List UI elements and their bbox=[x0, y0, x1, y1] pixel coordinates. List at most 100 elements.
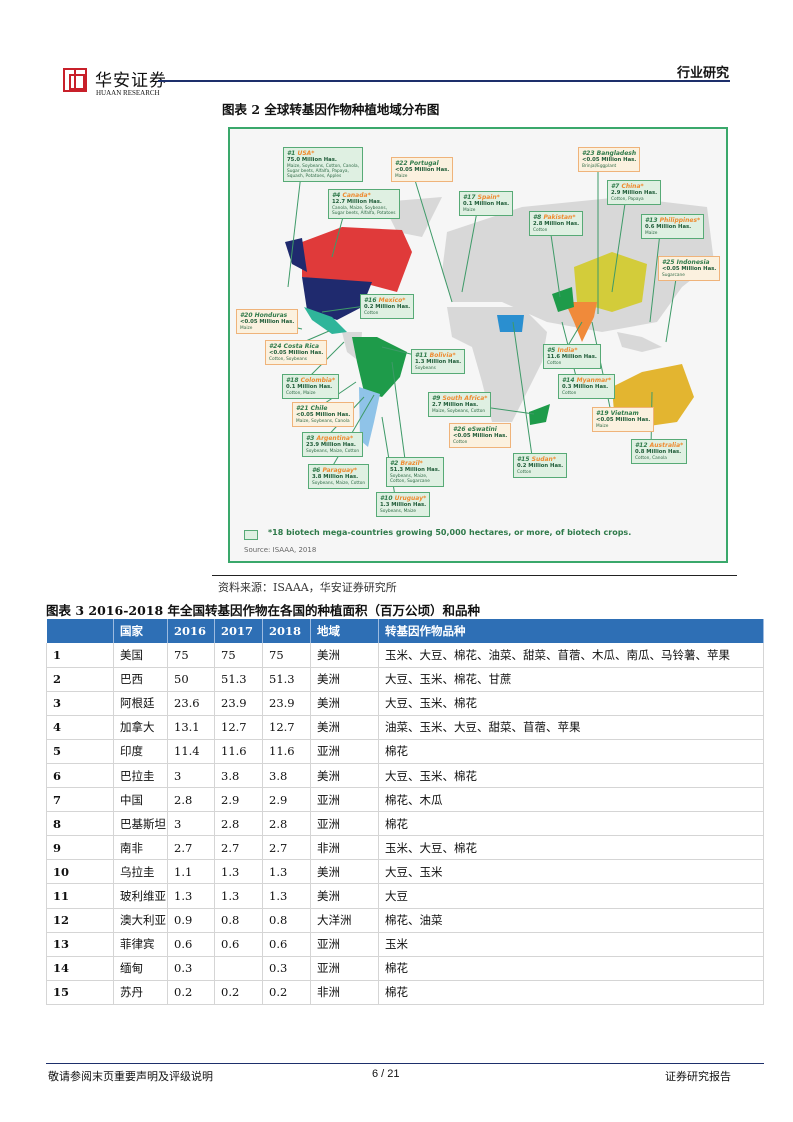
label-star: * bbox=[353, 467, 358, 474]
label-country: Uruguay bbox=[394, 495, 424, 502]
label-title: #21 Chile bbox=[296, 405, 350, 412]
label-country: Costa Rica bbox=[283, 343, 320, 350]
label-rank: #6 bbox=[312, 467, 321, 474]
table-cell: 美洲 bbox=[310, 883, 379, 909]
table-cell: 0.6 bbox=[262, 932, 311, 957]
label-crops: Maize bbox=[463, 207, 476, 213]
table-header: 国家 2016 2017 2018 地域 转基因作物品种 bbox=[46, 619, 764, 643]
table-cell: 12 bbox=[46, 908, 114, 933]
label-star: * bbox=[367, 192, 371, 199]
leader-line bbox=[649, 223, 662, 323]
table-cell: 6 bbox=[46, 763, 114, 789]
label-area: 75.0 Million Has. bbox=[287, 157, 337, 164]
table-row: 13 菲律宾 0.6 0.6 0.6 亚洲 玉米 bbox=[46, 932, 764, 957]
table-cell: 亚洲 bbox=[310, 787, 379, 813]
huaan-logo-icon bbox=[63, 68, 87, 92]
table-cell: 0.9 bbox=[167, 908, 215, 933]
table-cell: 8 bbox=[46, 811, 114, 837]
label-crops: Maize bbox=[240, 325, 253, 331]
label-area: 51.3 Million Has. bbox=[390, 467, 440, 474]
label-rank: #13 bbox=[645, 217, 658, 224]
country-shape-africa bbox=[447, 307, 547, 422]
figure2-source: 资料来源：ISAAA，华安证券研究所 bbox=[218, 581, 397, 594]
table-cell: 玻利维亚 bbox=[113, 883, 168, 909]
label-rank: #8 bbox=[533, 214, 542, 221]
country-label: #2 Brazil* 51.3 Million Has. Soybeans, Mai… bbox=[386, 457, 444, 487]
label-area: 0.8 Million Has. bbox=[635, 449, 682, 456]
label-rank: #11 bbox=[415, 352, 428, 359]
country-label: #21 Chile <0.05 Million Has. Maize, Soybea… bbox=[292, 402, 355, 427]
label-crops: Soybeans, Maize bbox=[380, 508, 417, 514]
leader-line bbox=[461, 200, 480, 293]
label-rank: #7 bbox=[611, 183, 620, 190]
label-rank: #5 bbox=[547, 347, 556, 354]
table-cell: 3.8 bbox=[262, 763, 311, 789]
table-cell: 加拿大 bbox=[113, 715, 168, 740]
gm-crop-world-map: #1 USA* 75.0 Million Has. Maize, Soybeans,… bbox=[228, 127, 728, 563]
footer-disclaimer: 敬请参阅末页重要声明及评级说明 bbox=[48, 1070, 213, 1083]
label-crops: Cotton bbox=[562, 390, 577, 396]
label-rank: #10 bbox=[380, 495, 393, 502]
table-cell: 缅甸 bbox=[113, 956, 168, 981]
country-label: #10 Uruguay* 1.3 Million Has. Soybeans, Ma… bbox=[376, 492, 431, 517]
table-cell: 棉花 bbox=[378, 811, 764, 837]
country-label: #17 Spain* 0.1 Million Has. Maize bbox=[459, 191, 514, 216]
label-area: <0.05 Million Has. bbox=[453, 433, 508, 440]
label-rank: #19 bbox=[596, 410, 609, 417]
table-cell: 2.7 bbox=[214, 835, 263, 861]
label-crops: Cotton, Canola bbox=[635, 455, 667, 461]
label-country: Chile bbox=[310, 405, 328, 412]
table-cell: 美洲 bbox=[310, 763, 379, 789]
label-title: #5 India* bbox=[547, 347, 597, 354]
country-label: #6 Paraguay* 3.8 Million Has. Soybeans, Ma… bbox=[308, 464, 370, 489]
brand-name: 华安证券 bbox=[95, 71, 167, 91]
label-star: * bbox=[608, 377, 612, 384]
table-cell: 4 bbox=[46, 715, 114, 740]
label-rank: #17 bbox=[463, 194, 476, 201]
table-cell: 亚洲 bbox=[310, 932, 379, 957]
label-crops: Soybeans bbox=[415, 365, 436, 371]
table-cell: 11 bbox=[46, 883, 114, 909]
label-title: #11 Bolivia* bbox=[415, 352, 461, 359]
label-crops: Maize, Soybeans, Canola bbox=[296, 418, 350, 424]
country-label: #11 Bolivia* 1.3 Million Has. Soybeans bbox=[411, 349, 466, 374]
label-crops: Maize bbox=[596, 423, 609, 429]
label-rank: #25 bbox=[662, 259, 675, 266]
table-cell: 0.2 bbox=[167, 980, 215, 1005]
label-star: * bbox=[680, 442, 684, 449]
table-row: 4 加拿大 13.1 12.7 12.7 美洲 油菜、玉米、大豆、甜菜、苜蓿、苹果 bbox=[46, 715, 764, 740]
country-label: #13 Philippines* 0.6 Million Has. Maize bbox=[641, 214, 705, 239]
table-row: 11 玻利维亚 1.3 1.3 1.3 美洲 大豆 bbox=[46, 883, 764, 909]
table-cell: 美洲 bbox=[310, 691, 379, 716]
table-cell: 0.8 bbox=[262, 908, 311, 933]
table-cell: 5 bbox=[46, 739, 114, 764]
label-rank: #26 bbox=[453, 426, 466, 433]
table-cell: 非洲 bbox=[310, 980, 379, 1005]
column-header: 国家 bbox=[113, 619, 168, 643]
table-cell: 2 bbox=[46, 667, 114, 692]
figure2-title: 图表 2 全球转基因作物种植地域分布图 bbox=[222, 102, 440, 117]
footer-report-type: 证券研究报告 bbox=[665, 1070, 731, 1083]
label-title: #23 Bangladesh bbox=[582, 150, 636, 157]
world-map-graphic bbox=[255, 156, 714, 503]
label-crops: Cotton bbox=[364, 310, 379, 316]
label-country: Bolivia bbox=[429, 352, 453, 359]
label-title: #13 Philippines* bbox=[645, 217, 700, 224]
label-crops: Maize, Soybeans, Cotton, Canola, Sugar b… bbox=[287, 163, 360, 179]
label-area: 1.3 Million Has. bbox=[415, 359, 462, 366]
label-title: #22 Portugal bbox=[395, 160, 449, 167]
table-cell: 玉米、大豆、棉花、油菜、甜菜、苜蓿、木瓜、南瓜、马铃薯、苹果 bbox=[378, 643, 764, 668]
table-cell: 2.7 bbox=[167, 835, 215, 861]
table-cell: 美洲 bbox=[310, 859, 379, 885]
label-rank: #16 bbox=[364, 297, 377, 304]
table-cell: 3 bbox=[167, 763, 215, 789]
label-title: #26 eSwatini bbox=[453, 426, 507, 433]
table-cell: 油菜、玉米、大豆、甜菜、苜蓿、苹果 bbox=[378, 715, 764, 740]
label-crops: Sugarcane bbox=[662, 272, 685, 278]
label-star: * bbox=[552, 456, 556, 463]
legend-swatch bbox=[244, 530, 258, 540]
country-shape-sudan bbox=[497, 315, 524, 332]
brand-name-en: HUAAN RESEARCH bbox=[96, 89, 160, 97]
label-rank: #12 bbox=[635, 442, 648, 449]
country-label: #5 India* 11.6 Million Has. Cotton bbox=[543, 344, 601, 369]
